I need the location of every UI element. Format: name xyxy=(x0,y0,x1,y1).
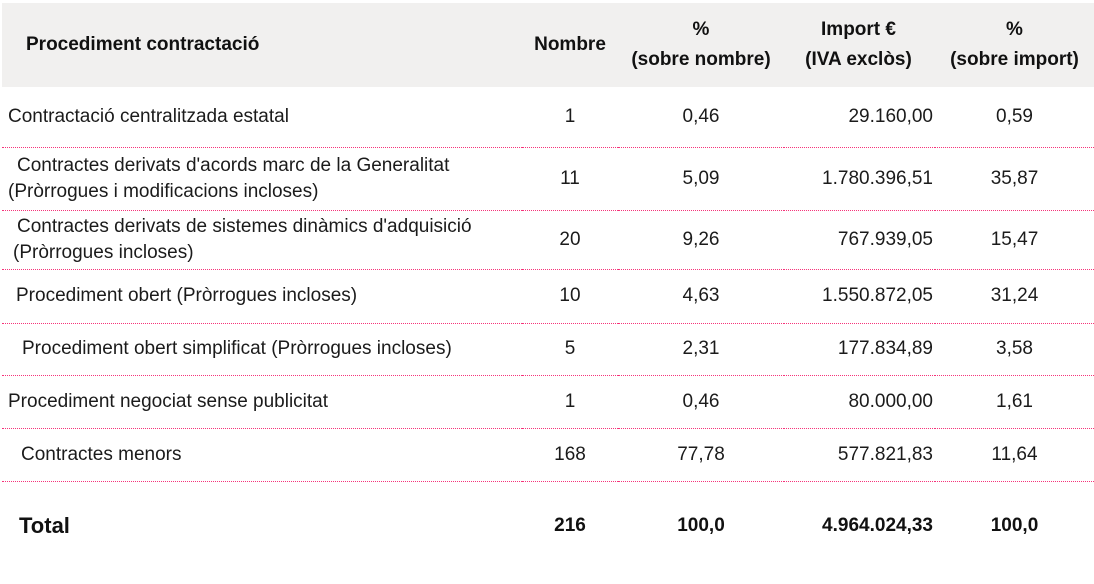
header-pct-nombre-label: % xyxy=(692,19,710,40)
pct-import-cell: 31,24 xyxy=(935,269,1094,324)
table-row: Procediment obert simplificat (Pròrrogue… xyxy=(2,323,1094,376)
procedure-line: Contractació centralitzada estatal xyxy=(8,105,289,127)
procedure-line: Procediment obert simplificat (Pròrrogue… xyxy=(22,338,452,359)
import-cell: 1.550.872,05 xyxy=(784,269,935,324)
pct-import-cell: 1,61 xyxy=(935,375,1094,429)
total-pct-nombre: 100,0 xyxy=(677,514,725,536)
nombre-cell: 1 xyxy=(522,87,618,148)
header-nombre: Nombre xyxy=(522,3,618,87)
total-import: 4.964.024,33 xyxy=(822,514,933,536)
procedure-line: Procediment negociat sense publicitat xyxy=(8,390,329,412)
import-cell: 767.939,05 xyxy=(784,210,935,270)
pct-nombre-cell: 2,31 xyxy=(618,323,784,376)
header-pct-nombre-sublabel: (sobre nombre) xyxy=(631,49,771,70)
procedure-line: Procediment obert (Pròrrogues incloses) xyxy=(16,285,358,306)
procurement-table: Procediment contractació Nombre % (sobre… xyxy=(2,3,1094,570)
header-nombre-label: Nombre xyxy=(534,34,606,55)
pct-import-cell: 15,47 xyxy=(935,210,1094,270)
pct-nombre-cell: 0,46 xyxy=(618,375,784,429)
pct-import-cell: 11,64 xyxy=(935,428,1094,482)
total-label: Total xyxy=(19,512,70,538)
procedure-cell: Contractes derivats d'acords marc de la … xyxy=(2,147,522,211)
procedure-cell: Contractació centralitzada estatal xyxy=(2,87,522,148)
import-cell: 1.780.396,51 xyxy=(784,147,935,211)
procedure-cell: Contractes menors xyxy=(2,428,522,482)
procurement-table-page: Procediment contractació Nombre % (sobre… xyxy=(0,3,1094,584)
header-pct-import-sublabel: (sobre import) xyxy=(950,49,1079,70)
header-pct-import-label: % xyxy=(1006,19,1023,40)
header-procedure: Procediment contractació xyxy=(2,3,522,87)
pct-nombre-cell: 77,78 xyxy=(618,428,784,482)
table-body: Contractació centralitzada estatal 1 0,46 2… xyxy=(2,87,1094,482)
total-nombre: 216 xyxy=(554,514,586,536)
total-row: Total 216 100,0 4.964.024,33 100,0 xyxy=(2,481,1094,570)
procedure-line: Contractes derivats d'acords marc de la … xyxy=(17,154,450,176)
procedure-cell: Contractes derivats de sistemes dinàmics… xyxy=(2,210,522,270)
header-procedure-label: Procediment contractació xyxy=(26,34,260,55)
nombre-cell: 1 xyxy=(522,375,618,429)
pct-nombre-cell: 5,09 xyxy=(618,147,784,211)
import-cell: 29.160,00 xyxy=(784,87,935,148)
import-cell: 177.834,89 xyxy=(784,323,935,376)
table-footer: Total 216 100,0 4.964.024,33 100,0 xyxy=(2,481,1094,570)
procedure-cell: Procediment negociat sense publicitat xyxy=(2,375,522,429)
table-row: Procediment negociat sense publicitat 1 0,… xyxy=(2,375,1094,429)
procedure-cell: Procediment obert (Pròrrogues incloses) xyxy=(2,269,522,324)
pct-import-cell: 0,59 xyxy=(935,87,1094,148)
procedure-cell: Procediment obert simplificat (Pròrrogue… xyxy=(2,323,522,376)
header-row: Procediment contractació Nombre % (sobre… xyxy=(2,3,1094,87)
table-row: Procediment obert (Pròrrogues incloses) 1… xyxy=(2,269,1094,324)
nombre-cell: 5 xyxy=(522,323,618,376)
header-import: Import € (IVA exclòs) xyxy=(784,3,935,87)
procedure-line: Contractes derivats de sistemes dinàmics… xyxy=(17,215,472,237)
table-row: Contractació centralitzada estatal 1 0,46 2… xyxy=(2,87,1094,148)
procedure-line: Contractes menors xyxy=(21,443,182,465)
pct-nombre-cell: 9,26 xyxy=(618,210,784,270)
table-header: Procediment contractació Nombre % (sobre… xyxy=(2,3,1094,87)
header-import-label: Import € xyxy=(821,19,896,40)
pct-nombre-cell: 0,46 xyxy=(618,87,784,148)
import-cell: 577.821,83 xyxy=(784,428,935,482)
procedure-line: (Pròrrogues incloses) xyxy=(13,241,194,263)
total-pct-import: 100,0 xyxy=(990,514,1039,536)
nombre-cell: 11 xyxy=(522,147,618,211)
import-cell: 80.000,00 xyxy=(784,375,935,429)
header-import-sublabel: (IVA exclòs) xyxy=(805,49,912,70)
table-row: Contractes menors 168 77,78 577.821,83 11,64 xyxy=(2,428,1094,482)
nombre-cell: 10 xyxy=(522,269,618,324)
nombre-cell: 20 xyxy=(522,210,618,270)
nombre-cell: 168 xyxy=(522,428,618,482)
table-row: Contractes derivats de sistemes dinàmics… xyxy=(2,210,1094,270)
pct-nombre-cell: 4,63 xyxy=(618,269,784,324)
procedure-line: (Pròrrogues i modificacions incloses) xyxy=(8,180,319,202)
pct-import-cell: 3,58 xyxy=(935,323,1094,376)
pct-import-cell: 35,87 xyxy=(935,147,1094,211)
table-row: Contractes derivats d'acords marc de la … xyxy=(2,147,1094,211)
header-pct-import: % (sobre import) xyxy=(935,3,1094,87)
header-pct-nombre: % (sobre nombre) xyxy=(618,3,784,87)
